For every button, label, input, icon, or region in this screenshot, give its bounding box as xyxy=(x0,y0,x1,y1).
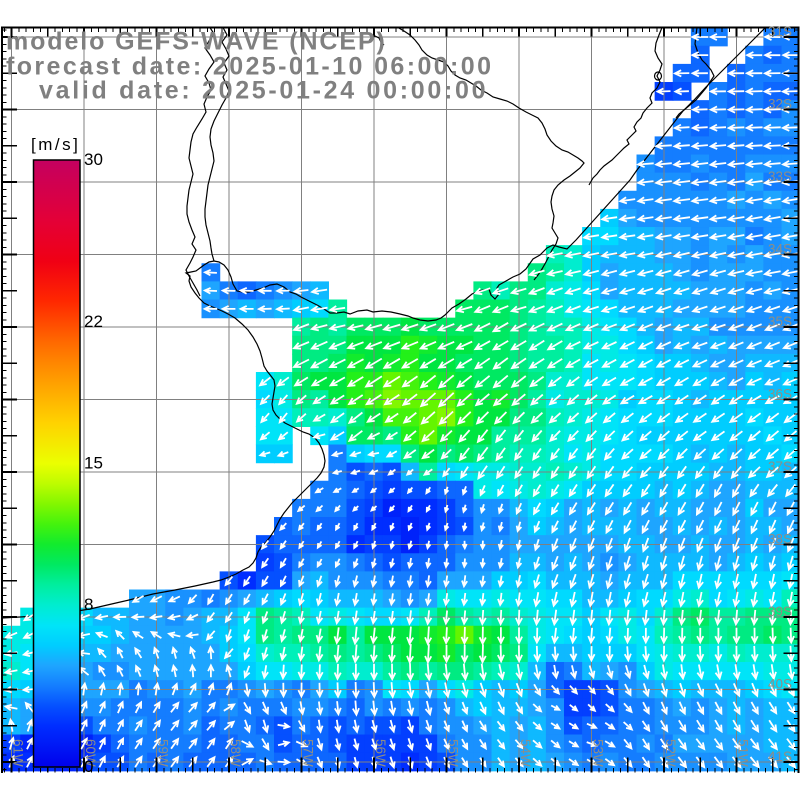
svg-text:[m/s]: [m/s] xyxy=(31,135,80,154)
svg-text:57W: 57W xyxy=(301,739,316,767)
svg-text:32S: 32S xyxy=(768,97,792,112)
svg-text:35S: 35S xyxy=(768,314,792,329)
svg-text:15: 15 xyxy=(84,454,103,473)
svg-text:37S: 37S xyxy=(768,459,792,474)
svg-text:58W: 58W xyxy=(228,739,243,767)
svg-text:34S: 34S xyxy=(768,242,792,257)
svg-text:53W: 53W xyxy=(591,739,606,767)
svg-text:22: 22 xyxy=(84,312,103,331)
svg-text:60W: 60W xyxy=(83,739,98,767)
svg-text:55W: 55W xyxy=(446,739,461,767)
svg-text:51W: 51W xyxy=(736,739,751,767)
svg-text:41S: 41S xyxy=(768,749,792,764)
svg-text:modelo GEFS-WAVE (NCEP): modelo GEFS-WAVE (NCEP) xyxy=(6,28,387,56)
svg-text:33S: 33S xyxy=(768,169,792,184)
svg-text:forecast date: 2025-01-10 06:0: forecast date: 2025-01-10 06:00:00 xyxy=(6,53,493,81)
svg-text:59W: 59W xyxy=(156,739,171,767)
svg-text:61W: 61W xyxy=(11,739,26,767)
svg-text:31S: 31S xyxy=(768,24,792,39)
svg-text:54W: 54W xyxy=(518,739,533,767)
svg-text:40S: 40S xyxy=(768,677,792,692)
svg-text:56W: 56W xyxy=(373,739,388,767)
svg-text:valid date: 2025-01-24 00:00:0: valid date: 2025-01-24 00:00:00 xyxy=(39,77,488,105)
svg-text:0: 0 xyxy=(84,757,93,776)
svg-text:38S: 38S xyxy=(768,532,792,547)
svg-text:39S: 39S xyxy=(768,604,792,619)
svg-text:52W: 52W xyxy=(663,739,678,767)
svg-text:30: 30 xyxy=(84,150,103,169)
svg-text:8: 8 xyxy=(84,595,93,614)
svg-text:36S: 36S xyxy=(768,387,792,402)
